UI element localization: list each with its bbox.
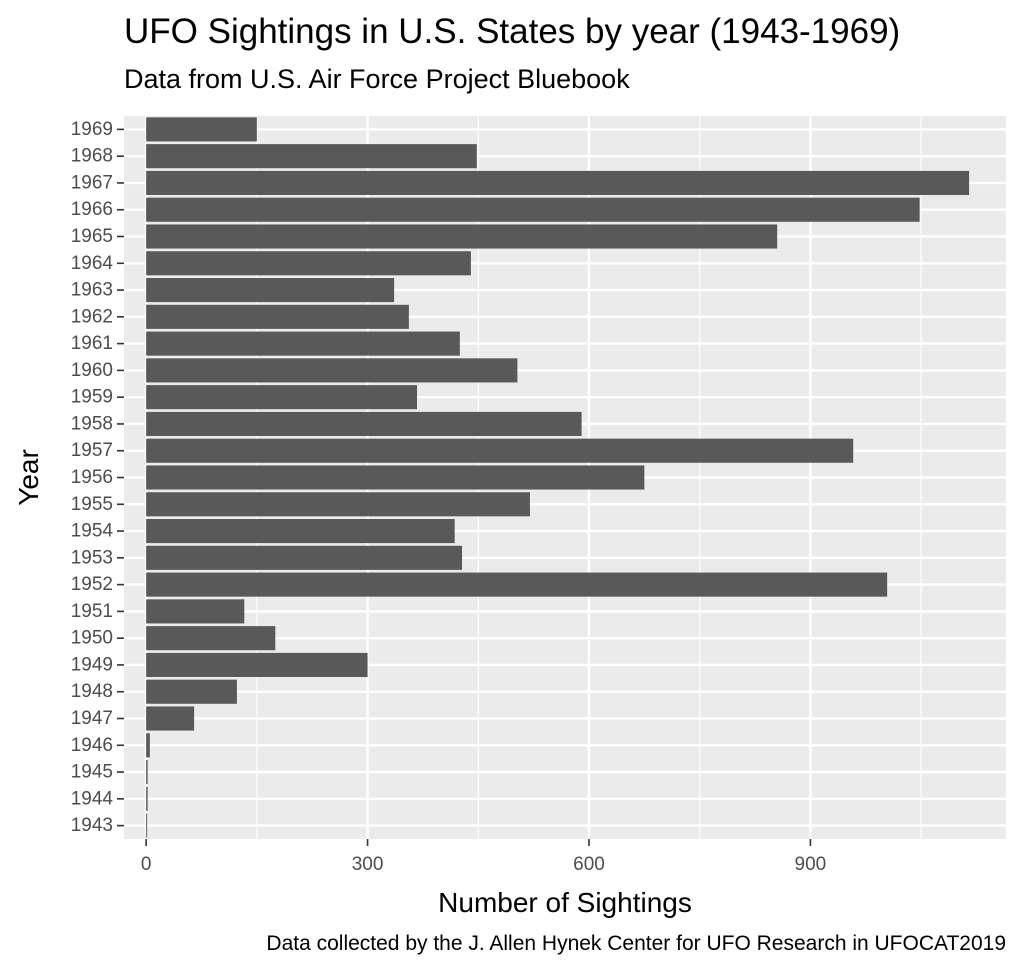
bar-1952 bbox=[146, 572, 888, 597]
bar-1968 bbox=[146, 144, 477, 169]
bar-1960 bbox=[146, 358, 518, 383]
x-axis-title: Number of Sightings bbox=[438, 887, 692, 918]
y-tick-label: 1967 bbox=[71, 172, 113, 193]
bar-1943 bbox=[146, 813, 148, 838]
bars bbox=[146, 117, 970, 838]
y-tick-label: 1950 bbox=[71, 628, 113, 649]
bar-1958 bbox=[146, 411, 582, 436]
bar-1946 bbox=[146, 733, 150, 758]
bar-1945 bbox=[146, 760, 148, 785]
y-tick-label: 1958 bbox=[71, 413, 113, 434]
y-tick-label: 1949 bbox=[71, 654, 113, 675]
y-tick-label: 1944 bbox=[71, 788, 114, 809]
bar-1955 bbox=[146, 492, 530, 517]
y-axis-title: Year bbox=[13, 449, 44, 506]
y-tick-label: 1965 bbox=[71, 226, 113, 247]
y-tick-label: 1948 bbox=[71, 681, 113, 702]
bar-1965 bbox=[146, 224, 778, 249]
y-tick-label: 1962 bbox=[71, 306, 113, 327]
x-tick-label: 600 bbox=[573, 854, 605, 875]
x-axis: 0 300 600 900 bbox=[141, 839, 826, 875]
chart-caption: Data collected by the J. Allen Hynek Cen… bbox=[266, 932, 1006, 955]
y-tick-label: 1954 bbox=[71, 521, 114, 542]
bar-1963 bbox=[146, 278, 395, 303]
x-tick-label: 300 bbox=[352, 854, 384, 875]
x-tick-label: 0 bbox=[141, 854, 152, 875]
y-tick-label: 1955 bbox=[71, 494, 113, 515]
y-tick-label: 1959 bbox=[71, 387, 113, 408]
y-tick-label: 1951 bbox=[71, 601, 113, 622]
y-tick-label: 1945 bbox=[71, 762, 113, 783]
bar-1954 bbox=[146, 519, 455, 544]
y-tick-label: 1960 bbox=[71, 360, 113, 381]
bar-1956 bbox=[146, 465, 645, 490]
bar-1966 bbox=[146, 197, 920, 222]
bar-1961 bbox=[146, 331, 460, 356]
y-tick-label: 1953 bbox=[71, 547, 113, 568]
bar-1959 bbox=[146, 385, 418, 410]
bar-1969 bbox=[146, 117, 257, 142]
y-tick-label: 1966 bbox=[71, 199, 113, 220]
y-tick-label: 1961 bbox=[71, 333, 113, 354]
bar-1953 bbox=[146, 545, 463, 570]
bar-1949 bbox=[146, 652, 368, 677]
y-tick-label: 1964 bbox=[71, 253, 114, 274]
y-tick-label: 1957 bbox=[71, 440, 113, 461]
bar-1948 bbox=[146, 679, 237, 704]
y-tick-label: 1963 bbox=[71, 280, 113, 301]
bar-1951 bbox=[146, 599, 245, 624]
x-tick-label: 900 bbox=[795, 854, 827, 875]
bar-1957 bbox=[146, 438, 854, 463]
y-tick-label: 1956 bbox=[71, 467, 113, 488]
bar-1944 bbox=[146, 786, 148, 811]
y-tick-label: 1952 bbox=[71, 574, 113, 595]
y-tick-label: 1947 bbox=[71, 708, 113, 729]
bar-1967 bbox=[146, 170, 970, 195]
chart-title: UFO Sightings in U.S. States by year (19… bbox=[124, 12, 901, 51]
bar-1950 bbox=[146, 626, 276, 651]
y-tick-label: 1969 bbox=[71, 119, 113, 140]
chart-subtitle: Data from U.S. Air Force Project Blueboo… bbox=[124, 64, 630, 94]
y-tick-label: 1968 bbox=[71, 146, 113, 167]
y-tick-label: 1943 bbox=[71, 815, 113, 836]
y-tick-label: 1946 bbox=[71, 735, 113, 756]
bar-1964 bbox=[146, 251, 471, 276]
bar-1962 bbox=[146, 304, 409, 329]
y-axis: 1943 1944 1945 1946 1947 1948 1949 1950 1951 1952… bbox=[71, 119, 124, 836]
bar-1947 bbox=[146, 706, 195, 731]
